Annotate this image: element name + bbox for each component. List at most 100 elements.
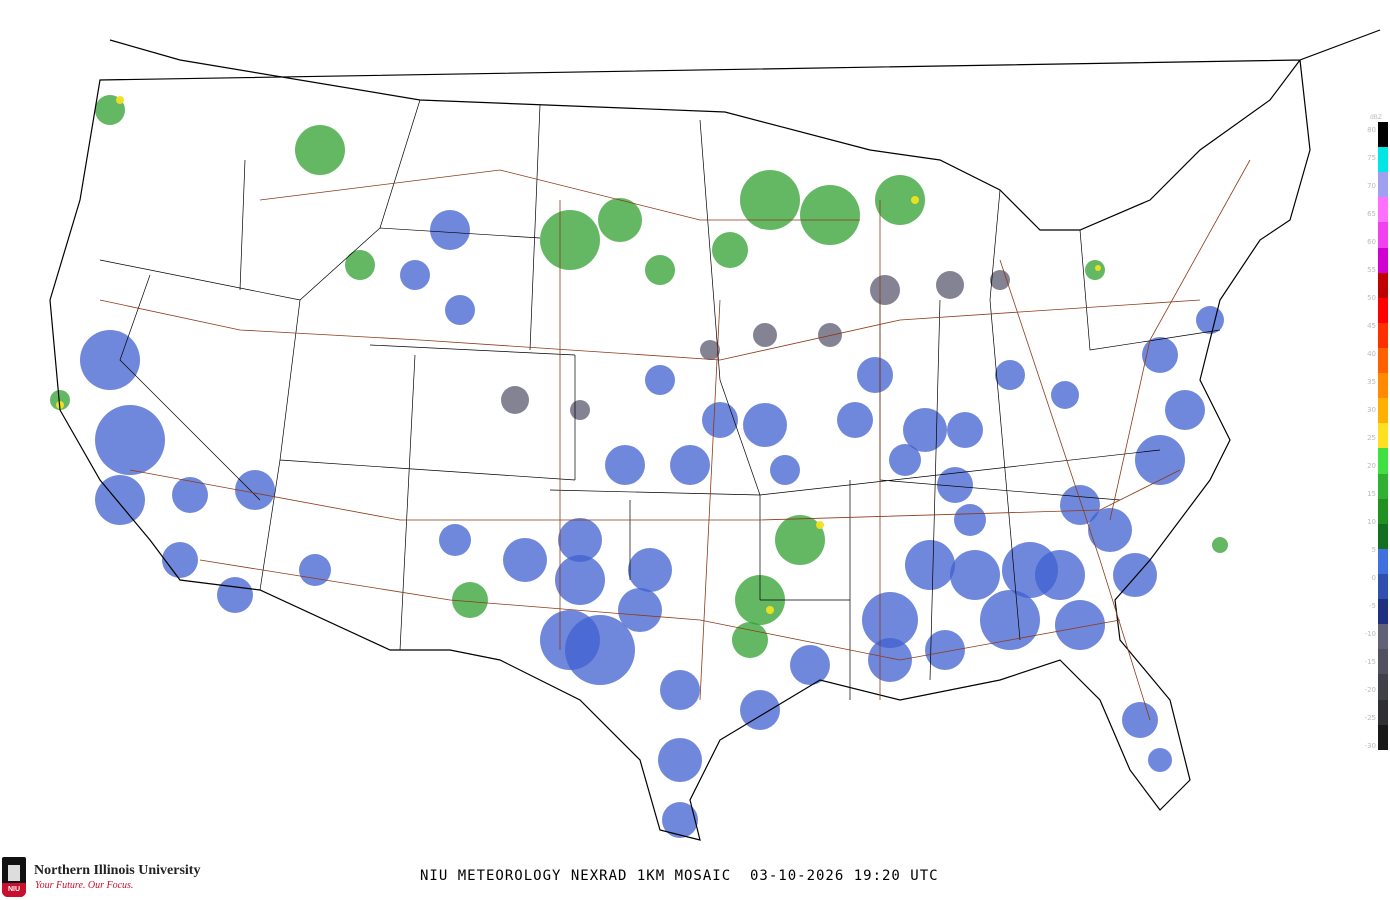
radar-echo — [936, 271, 964, 299]
radar-echo — [452, 582, 488, 618]
legend-label: 80 — [1367, 126, 1376, 134]
radar-echo — [295, 125, 345, 175]
legend-swatch — [1378, 197, 1388, 223]
radar-echo — [766, 606, 774, 614]
legend-swatch — [1378, 272, 1388, 298]
radar-echo — [753, 323, 777, 347]
legend-color-bar — [1378, 122, 1388, 750]
radar-echo — [800, 185, 860, 245]
legend-swatch — [1378, 624, 1388, 650]
radar-echo — [501, 386, 529, 414]
radar-echo — [743, 403, 787, 447]
radar-echo — [660, 670, 700, 710]
radar-echo — [947, 412, 983, 448]
legend-label: 25 — [1367, 434, 1376, 442]
legend-label: 5 — [1371, 546, 1376, 554]
radar-echo — [816, 521, 824, 529]
legend-swatch — [1378, 599, 1388, 625]
legend-label: 10 — [1367, 518, 1376, 526]
highway — [129, 469, 1181, 521]
radar-echo — [712, 232, 748, 268]
legend-label: 50 — [1367, 294, 1376, 302]
legend-label: 40 — [1367, 350, 1376, 358]
radar-echo — [345, 250, 375, 280]
legend-swatch — [1378, 473, 1388, 499]
reflectivity-legend: dBZ 80 75 70 65 60 55 50 45 40 35 30 25 20 15 10 5 0 -5 -1… — [1362, 114, 1390, 754]
radar-echo — [862, 592, 918, 648]
highway — [999, 259, 1151, 721]
radar-echo — [1055, 600, 1105, 650]
radar-echo — [558, 518, 602, 562]
legend-label: 55 — [1367, 266, 1376, 274]
highway — [199, 559, 1121, 661]
radar-echo — [116, 96, 124, 104]
radar-echo — [555, 555, 605, 605]
legend-swatch — [1378, 172, 1388, 198]
radar-echo — [702, 402, 738, 438]
radar-echo — [818, 323, 842, 347]
legend-label: 65 — [1367, 210, 1376, 218]
radar-echo — [1212, 537, 1228, 553]
highway — [1109, 159, 1251, 521]
radar-echo — [1142, 337, 1178, 373]
legend-swatch — [1378, 498, 1388, 524]
legend-label: 30 — [1367, 406, 1376, 414]
legend-label: 60 — [1367, 238, 1376, 246]
radar-echo — [445, 295, 475, 325]
map-caption: NIU METEOROLOGY NEXRAD 1KM MOSAIC 03-10-… — [420, 868, 939, 884]
radar-echo — [1051, 381, 1079, 409]
legend-swatch — [1378, 649, 1388, 675]
legend-swatch — [1378, 548, 1388, 574]
legend-swatch — [1378, 448, 1388, 474]
niu-logo: NIU Northern Illinois University Your Fu… — [2, 855, 242, 899]
radar-echo — [740, 170, 800, 230]
legend-swatch — [1378, 322, 1388, 348]
radar-echo — [980, 590, 1040, 650]
radar-echo — [628, 548, 672, 592]
logo-name: Northern Illinois University — [34, 863, 201, 878]
legend-label: -15 — [1364, 658, 1376, 666]
legend-unit: dBZ — [1370, 114, 1383, 121]
radar-echo — [905, 540, 955, 590]
radar-echo — [1085, 260, 1105, 280]
radar-echo — [299, 554, 331, 586]
radar-echo — [172, 477, 208, 513]
radar-echo — [662, 802, 698, 838]
legend-swatch — [1378, 122, 1388, 148]
radar-echo — [503, 538, 547, 582]
radar-echo — [540, 210, 600, 270]
radar-echo — [875, 175, 925, 225]
legend-swatch — [1378, 699, 1388, 725]
legend-swatch — [1378, 724, 1388, 750]
interstate-highways — [99, 159, 1251, 721]
radar-echo — [439, 524, 471, 556]
legend-label: 20 — [1367, 462, 1376, 470]
legend-label: 70 — [1367, 182, 1376, 190]
legend-swatch — [1378, 398, 1388, 424]
radar-echo — [235, 470, 275, 510]
radar-echo — [645, 255, 675, 285]
legend-swatch — [1378, 347, 1388, 374]
radar-echo — [857, 357, 893, 393]
radar-echo — [1095, 265, 1101, 271]
radar-echo — [868, 638, 912, 682]
radar-echo — [618, 588, 662, 632]
radar-echo — [837, 402, 873, 438]
radar-echo — [1122, 702, 1158, 738]
radar-echo — [1135, 435, 1185, 485]
legend-swatch — [1378, 297, 1388, 323]
radar-echoes — [50, 95, 1228, 838]
radar-echo — [95, 475, 145, 525]
conus-outline — [49, 29, 1381, 841]
radar-echo — [1165, 390, 1205, 430]
legend-swatch — [1378, 147, 1388, 173]
radar-echo — [1035, 550, 1085, 600]
legend-swatch — [1378, 247, 1388, 273]
radar-echo — [1060, 485, 1100, 525]
radar-echo — [700, 340, 720, 360]
legend-swatch — [1378, 523, 1388, 549]
radar-echo — [80, 330, 140, 390]
radar-echo — [50, 390, 70, 410]
highway — [99, 299, 1201, 361]
radar-echo — [598, 198, 642, 242]
